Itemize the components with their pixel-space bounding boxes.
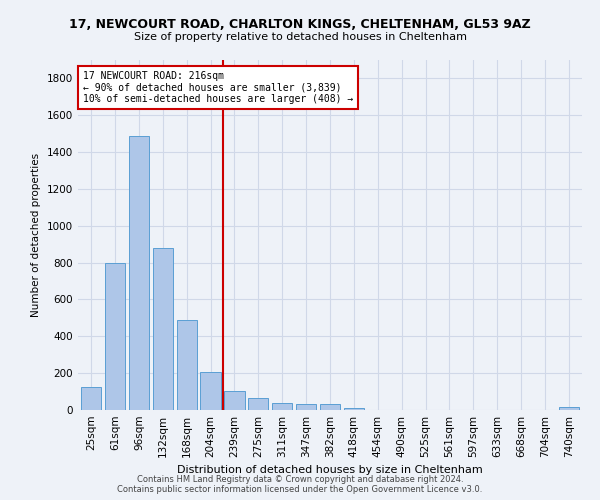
Bar [248,398,268,410]
Bar [272,402,292,410]
Text: Size of property relative to detached houses in Cheltenham: Size of property relative to detached ho… [133,32,467,42]
Bar [129,136,149,410]
Bar [224,390,245,410]
Bar [344,408,364,410]
Bar [559,406,579,410]
Y-axis label: Number of detached properties: Number of detached properties [31,153,41,317]
Text: 17, NEWCOURT ROAD, CHARLTON KINGS, CHELTENHAM, GL53 9AZ: 17, NEWCOURT ROAD, CHARLTON KINGS, CHELT… [69,18,531,30]
Bar [200,372,221,410]
Text: Contains HM Land Registry data © Crown copyright and database right 2024.
Contai: Contains HM Land Registry data © Crown c… [118,474,482,494]
Bar [152,248,173,410]
X-axis label: Distribution of detached houses by size in Cheltenham: Distribution of detached houses by size … [177,466,483,475]
Bar [176,320,197,410]
Bar [296,404,316,410]
Bar [81,387,101,410]
Bar [105,262,125,410]
Bar [320,404,340,410]
Text: 17 NEWCOURT ROAD: 216sqm
← 90% of detached houses are smaller (3,839)
10% of sem: 17 NEWCOURT ROAD: 216sqm ← 90% of detach… [83,70,353,104]
